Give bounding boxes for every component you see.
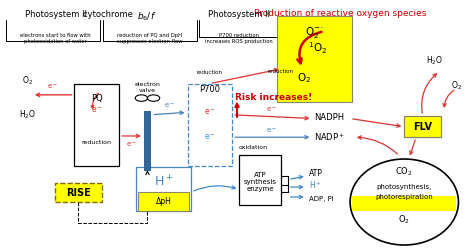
Bar (55, 183, 102, 202)
Text: e$^-$: e$^-$ (266, 105, 277, 114)
Text: reduction of PQ and DpH
suppresses electron flow: reduction of PQ and DpH suppresses elect… (117, 33, 182, 44)
Text: e$^-$: e$^-$ (164, 101, 174, 110)
Text: enzyme: enzyme (246, 186, 274, 192)
Text: FLV: FLV (413, 122, 432, 132)
Text: e$^-$: e$^-$ (204, 132, 216, 142)
Bar (277, 16, 353, 102)
Bar (239, 155, 281, 205)
Text: reduction: reduction (268, 69, 293, 74)
Text: ΔpH: ΔpH (155, 197, 172, 206)
Text: e$^-$: e$^-$ (47, 82, 58, 91)
Text: e$^-$: e$^-$ (266, 127, 277, 136)
Text: valve: valve (139, 88, 156, 93)
Text: O$_2$: O$_2$ (22, 75, 33, 87)
Text: NADPH: NADPH (314, 113, 344, 122)
Text: photorespiration: photorespiration (375, 194, 433, 200)
Bar (404, 116, 441, 137)
Text: ATP: ATP (309, 169, 322, 178)
Text: H$^+$: H$^+$ (154, 174, 173, 190)
Text: Risk increases!: Risk increases! (235, 93, 312, 102)
Text: NADP$^+$: NADP$^+$ (314, 131, 345, 143)
Text: ADP, Pi: ADP, Pi (309, 196, 333, 202)
Text: H$^+$: H$^+$ (309, 179, 321, 191)
Text: electrons start to flow with
photooxidation of water: electrons start to flow with photooxidat… (20, 33, 91, 44)
Text: oxidation: oxidation (239, 145, 268, 150)
Bar (353, 196, 456, 211)
Text: CO$_2$: CO$_2$ (395, 166, 413, 178)
Text: H$_2$O: H$_2$O (427, 55, 443, 68)
Text: reduction: reduction (82, 140, 111, 145)
Text: cytochrome: cytochrome (83, 10, 136, 19)
Text: synthesis: synthesis (244, 179, 277, 185)
Bar (136, 167, 191, 211)
Text: O$_2^{-\cdot}$: O$_2^{-\cdot}$ (305, 25, 324, 40)
Text: e$^-$: e$^-$ (204, 108, 216, 117)
Text: RISE: RISE (66, 188, 91, 198)
Text: electron: electron (135, 82, 160, 87)
Text: PQ: PQ (91, 94, 102, 103)
Text: Production of reactive oxygen species: Production of reactive oxygen species (255, 9, 427, 18)
Text: reduction: reduction (197, 70, 223, 75)
Text: Photosystem II: Photosystem II (25, 10, 87, 19)
Text: Photosystem II: Photosystem II (209, 10, 270, 19)
Text: $^1$O$_2$: $^1$O$_2$ (308, 40, 327, 56)
Bar (144, 111, 151, 171)
Bar (138, 192, 189, 211)
Ellipse shape (350, 159, 458, 245)
Text: P700: P700 (199, 85, 220, 94)
Text: $\mathit{b_6}$$\mathit{/f}$: $\mathit{b_6}$$\mathit{/f}$ (137, 10, 156, 23)
Text: H$_2$O: H$_2$O (19, 109, 36, 121)
Text: O$_2$: O$_2$ (297, 71, 311, 85)
Text: O$_2$: O$_2$ (451, 80, 462, 92)
Text: e$^-$: e$^-$ (91, 105, 102, 115)
Text: e$^-$: e$^-$ (126, 140, 137, 149)
Text: O$_2$: O$_2$ (398, 213, 410, 226)
Text: ATP: ATP (254, 172, 266, 178)
Bar (188, 84, 232, 166)
Text: photosynthesis,: photosynthesis, (377, 184, 432, 190)
Bar (74, 84, 119, 166)
Text: P700 reduction
increases ROS production: P700 reduction increases ROS production (206, 33, 273, 44)
